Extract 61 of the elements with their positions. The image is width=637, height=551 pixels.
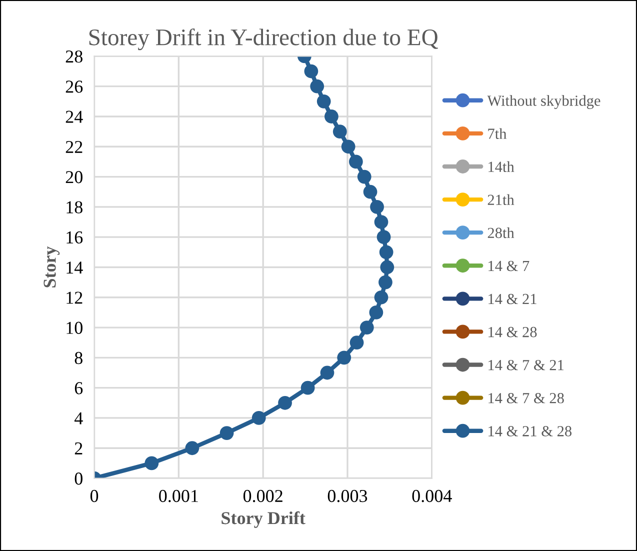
legend-label: 28th	[488, 227, 514, 238]
legend-label: 14 & 28	[488, 326, 537, 338]
point	[324, 110, 338, 124]
point	[320, 366, 334, 380]
legend-label: 14th	[488, 161, 514, 172]
x-tick-label: 0.004	[412, 490, 452, 502]
point	[278, 396, 292, 410]
point	[300, 380, 315, 395]
point	[369, 306, 384, 320]
y-tick-label: 22	[66, 140, 82, 153]
point	[357, 170, 372, 184]
point	[341, 140, 356, 154]
y-tick-label: 14	[66, 262, 83, 274]
point	[376, 230, 391, 244]
y-tick-label: 6	[74, 382, 83, 394]
y-tick-label: 20	[66, 171, 82, 184]
x-tick-label: 0.003	[328, 490, 368, 502]
point	[350, 336, 364, 350]
point	[348, 154, 363, 169]
x-axis-title: Story Drift	[222, 511, 306, 528]
point	[374, 215, 388, 229]
point	[316, 94, 331, 108]
y-tick-label: 0	[74, 472, 82, 485]
point	[304, 64, 318, 78]
legend-label: 21th	[488, 194, 514, 206]
y-tick-label: 2	[74, 442, 82, 454]
legend-label: 7th	[488, 128, 507, 139]
y-tick-label: 12	[66, 292, 82, 304]
point	[370, 200, 384, 214]
point	[363, 184, 378, 199]
point	[220, 426, 234, 440]
y-tick-label: 16	[66, 231, 83, 244]
y-axis-title: Story	[44, 246, 60, 288]
y-tick-label: 28	[66, 50, 82, 63]
legend-label: Without skybridge	[487, 95, 600, 110]
legend-label: 14 & 7	[488, 260, 530, 272]
point	[379, 245, 394, 260]
chart-title: Storey Drift in Y-direction due to EQ	[89, 28, 438, 50]
point	[374, 290, 388, 304]
y-tick-label: 18	[66, 201, 82, 214]
y-tick-label: 4	[74, 412, 83, 424]
y-tick-label: 26	[66, 80, 83, 93]
point	[360, 320, 374, 334]
x-tick-label: 0	[90, 490, 98, 502]
point	[380, 260, 394, 274]
point	[185, 441, 200, 456]
point	[144, 456, 159, 470]
legend-label: 14 & 7 & 28	[488, 393, 564, 404]
y-tick-label: 24	[66, 110, 83, 123]
legend-label: 14 & 7 & 21	[488, 360, 564, 370]
legend-label: 14 & 21	[488, 294, 536, 304]
x-tick-label: 0.001	[159, 490, 198, 502]
point	[310, 79, 324, 94]
point	[337, 350, 352, 365]
y-tick-label: 8	[74, 352, 82, 364]
y-tick-label: 10	[66, 322, 82, 334]
point	[252, 411, 266, 425]
x-tick-label: 0.002	[243, 490, 282, 502]
point	[332, 124, 347, 139]
legend-label: 14 & 21 & 28	[488, 426, 572, 436]
point	[378, 275, 392, 290]
